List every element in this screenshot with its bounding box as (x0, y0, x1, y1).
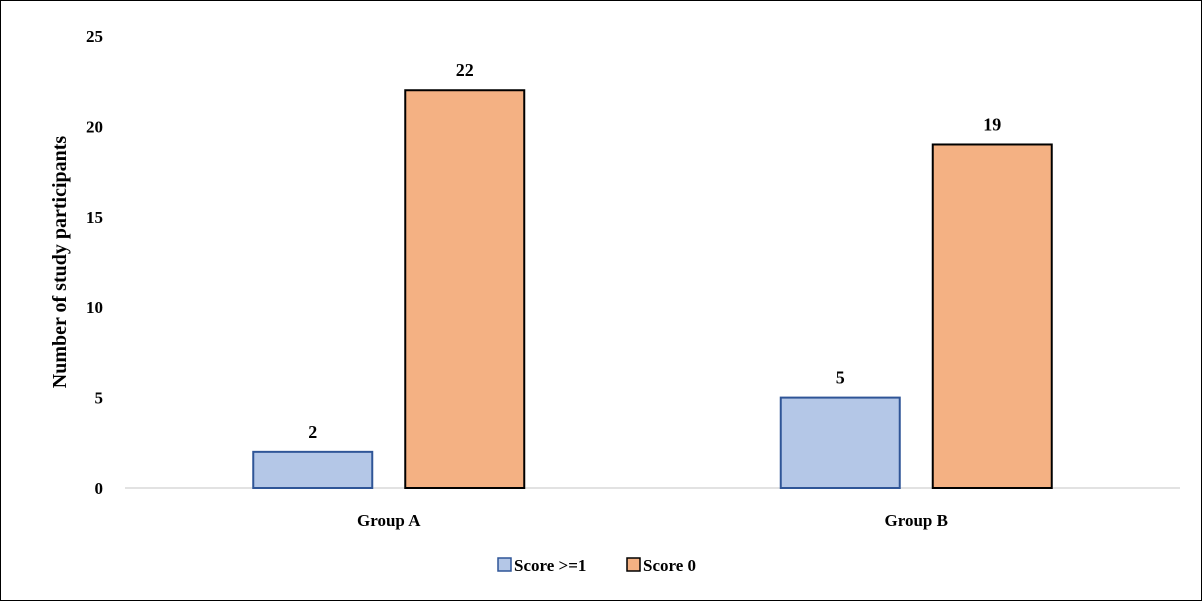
legend: Score >=1 Score 0 (497, 556, 696, 575)
y-tick-label: 10 (86, 298, 103, 317)
y-tick-label: 25 (86, 27, 103, 46)
data-label: 19 (983, 114, 1001, 134)
y-tick-label: 5 (95, 389, 104, 408)
bar (404, 89, 526, 490)
legend-label: Score 0 (643, 556, 696, 575)
data-label: 2 (308, 422, 317, 442)
legend-swatch (497, 557, 512, 572)
legend-label: Score >=1 (514, 556, 586, 575)
x-category-label: Group A (357, 511, 421, 530)
legend-swatch (626, 557, 641, 572)
x-category-label: Group B (885, 511, 948, 530)
y-tick-label: 20 (86, 117, 103, 136)
bar (252, 450, 374, 489)
y-axis-label: Number of study participants (49, 136, 71, 389)
y-tick-label: 15 (86, 208, 103, 227)
y-tick-label: 0 (95, 479, 104, 498)
x-axis-categories: Group A Group B (357, 511, 948, 530)
data-label: 22 (456, 60, 474, 80)
bar (931, 143, 1053, 489)
data-label: 5 (836, 368, 845, 388)
y-axis-ticks: 0 5 10 15 20 25 (86, 27, 103, 498)
bar (779, 396, 901, 490)
